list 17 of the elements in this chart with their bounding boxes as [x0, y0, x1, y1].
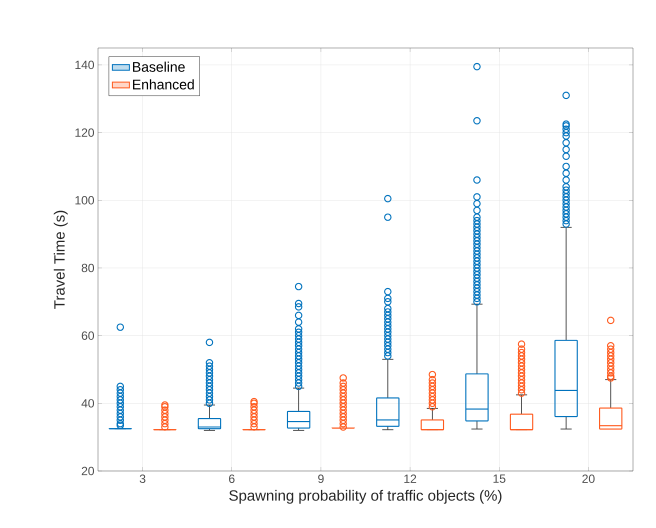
x-tick-label: 3: [140, 474, 146, 483]
x-axis-title: Spawning probability of traffic objects (%): [229, 490, 502, 504]
y-tick-label: 20: [82, 466, 94, 476]
y-tick-label: 140: [75, 60, 94, 70]
x-tick-label: 9: [318, 474, 324, 483]
legend-label: Baseline: [133, 62, 185, 72]
y-tick-label: 60: [82, 331, 94, 340]
y-axis-title: Travel Time (s): [54, 210, 68, 309]
y-tick-label: 80: [82, 264, 94, 272]
legend-label: Enhanced: [133, 79, 194, 90]
y-tick-label: 40: [81, 399, 94, 408]
x-tick-label: 15: [494, 474, 506, 483]
y-tick-label: 120: [75, 128, 94, 137]
x-tick-label: 6: [229, 474, 235, 483]
x-tick-label: 12: [404, 474, 416, 483]
y-tick-label: 100: [75, 196, 94, 204]
x-tick-label: 20: [582, 474, 595, 483]
